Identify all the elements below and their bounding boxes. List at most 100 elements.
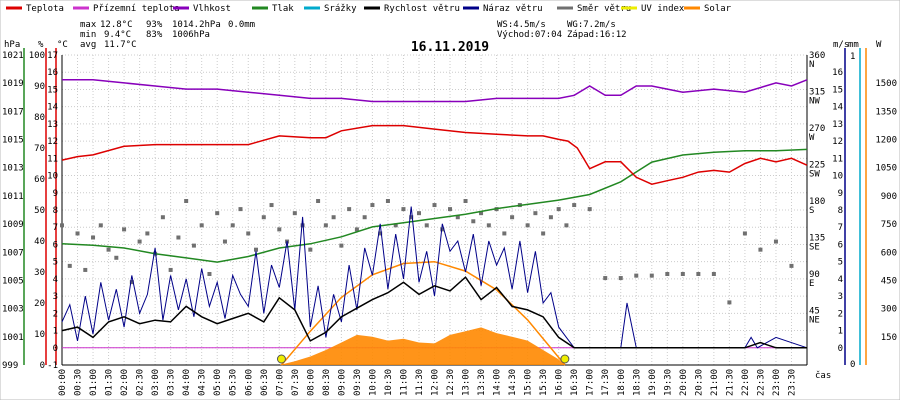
tick-hpa: 1013 (2, 164, 24, 174)
tick-w: 450 (881, 276, 897, 286)
wind-dir-point (665, 272, 670, 276)
tick-time: 04:00 (182, 369, 192, 396)
stat-max-label: max (80, 20, 97, 30)
wind-dir-point (137, 239, 142, 244)
tick-time: 07:30 (291, 369, 301, 396)
stat-min-label: min (80, 30, 96, 40)
tick-dir-cardinal: NE (809, 316, 820, 326)
tick-w: 1200 (875, 136, 897, 146)
tick-ms: 3 (838, 292, 843, 302)
wind-dir-point (510, 215, 515, 220)
tick-time: 08:30 (322, 369, 332, 396)
tick-time: 09:00 (337, 369, 347, 396)
tick-degc: 11 (47, 154, 58, 164)
wind-dir-point (323, 223, 328, 228)
stat-wind-gust: WG:7.2m/s (567, 20, 616, 30)
tick-time: 20:30 (694, 369, 704, 396)
tick-pct: 60 (34, 175, 45, 185)
sun-marker (560, 354, 570, 364)
stat-sunset: Západ:16:12 (567, 30, 627, 40)
tick-time: 21:00 (710, 369, 720, 396)
wind-dir-point (502, 231, 507, 236)
tick-time: 03:30 (167, 369, 177, 396)
tick-dir: 135 (809, 234, 825, 244)
tick-mm: 1 (850, 52, 855, 62)
tick-pct: 30 (34, 268, 45, 278)
wind-dir-point (207, 272, 212, 276)
tick-time: 14:00 (493, 369, 503, 396)
tick-time: 02:30 (136, 369, 146, 396)
legend-label: Vlhkost (193, 4, 231, 14)
wind-dir-point (696, 272, 701, 276)
tick-ms: 7 (838, 223, 843, 233)
wind-dir-point (331, 215, 336, 220)
wind-dir-point (67, 263, 72, 268)
tick-hpa: 1021 (2, 51, 24, 61)
tick-mm: 0 (850, 360, 855, 370)
tick-ms: 15 (832, 85, 843, 95)
tick-time: 09:30 (353, 369, 363, 396)
tick-time: 03:00 (151, 369, 161, 396)
wind-gust-line (61, 206, 808, 349)
tick-time: 12:30 (446, 369, 456, 396)
wind-dir-point (548, 215, 553, 220)
wind-dir-point (463, 199, 468, 203)
tick-ms: 14 (832, 103, 843, 113)
tick-dir-cardinal: SW (809, 170, 820, 180)
wind-dir-point (269, 203, 274, 208)
wind-dir-point (378, 231, 383, 236)
tick-degc: 9 (53, 189, 58, 199)
wind-dir-point (176, 235, 181, 240)
wind-dir-point (541, 231, 546, 236)
wind-dir-point (98, 223, 103, 228)
pressure-line (61, 148, 808, 263)
tick-time: 18:30 (632, 369, 642, 396)
wind-dir-point (145, 231, 150, 236)
wind-dir-point (316, 199, 321, 203)
tick-time: 17:00 (586, 369, 596, 396)
axis-unit-w: W (876, 40, 882, 50)
tick-dir: 270 (809, 124, 825, 134)
tick-ms: 11 (832, 154, 843, 164)
tick-pct: 100 (29, 51, 45, 61)
wind-dir-point (277, 227, 282, 232)
tick-time: 01:30 (105, 369, 115, 396)
tick-dir-cardinal: NW (809, 97, 820, 107)
solar-area (279, 327, 565, 365)
wind-dir-point (230, 223, 235, 228)
tick-degc: 7 (53, 223, 58, 233)
tick-w: 900 (881, 192, 897, 202)
tick-dir-cardinal: N (809, 60, 814, 70)
tick-time: 06:00 (244, 369, 254, 396)
legend-label: Směr větru (577, 4, 631, 14)
wind-dir-point (479, 211, 484, 216)
tick-ms: 1 (838, 327, 843, 337)
legend-label: Tlak (272, 4, 294, 14)
tick-time: 19:30 (663, 369, 673, 396)
wind-dir-point (525, 223, 530, 228)
wind-dir-point (424, 223, 429, 228)
tick-hpa: 1019 (2, 79, 24, 89)
tick-w: 150 (881, 333, 897, 343)
stat-min-temp: 9.4°C (104, 30, 131, 40)
wind-dir-point (60, 223, 64, 228)
wind-dir-point (416, 211, 421, 216)
wind-dir-point (711, 272, 716, 276)
stat-min-press: 1006hPa (172, 30, 210, 40)
stat-avg-temp: 11.7°C (104, 40, 137, 50)
tick-pct: 40 (34, 237, 45, 247)
tick-time: 05:30 (229, 369, 239, 396)
tick-time: 19:00 (648, 369, 658, 396)
tick-time: 11:00 (399, 369, 409, 396)
wind-dir-point (246, 231, 251, 236)
tick-w: 1500 (875, 79, 897, 89)
tick-time: 23:30 (787, 369, 797, 396)
tick-time: 22:00 (741, 369, 751, 396)
tick-pct: 50 (34, 206, 45, 216)
wind-dir-point (742, 231, 747, 236)
wind-dir-point (168, 267, 173, 272)
tick-degc: 6 (53, 240, 58, 250)
tick-ms: 8 (838, 206, 843, 216)
tick-ms: 0 (838, 344, 843, 354)
